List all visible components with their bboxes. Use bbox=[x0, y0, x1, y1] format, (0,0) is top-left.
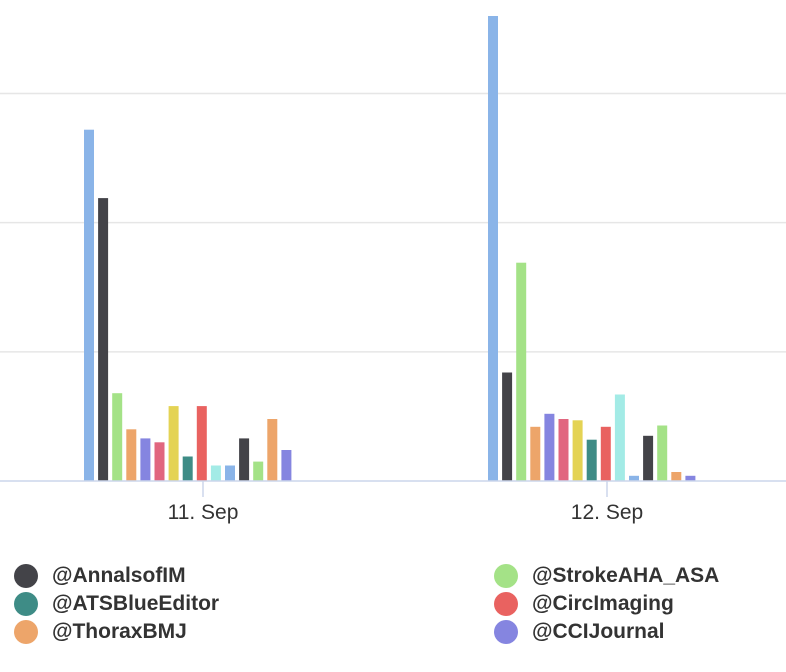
legend-item-atsblueeditor[interactable]: @ATSBlueEditor bbox=[14, 590, 219, 618]
bar[interactable] bbox=[253, 461, 264, 481]
bar[interactable] bbox=[225, 465, 235, 482]
bar[interactable] bbox=[154, 442, 165, 482]
legend-symbol bbox=[14, 620, 38, 644]
legend-symbol bbox=[14, 564, 38, 588]
legend-item-annalsofim[interactable]: @AnnalsofIM bbox=[14, 562, 186, 590]
bar[interactable] bbox=[168, 406, 179, 481]
legend-symbol bbox=[14, 592, 38, 616]
bar[interactable] bbox=[267, 419, 278, 481]
bar[interactable] bbox=[488, 16, 498, 481]
bar[interactable] bbox=[685, 475, 696, 481]
bar[interactable] bbox=[196, 406, 207, 481]
bar[interactable] bbox=[600, 426, 611, 482]
bar[interactable] bbox=[643, 435, 654, 481]
bar[interactable] bbox=[614, 394, 625, 482]
bar[interactable] bbox=[586, 439, 597, 481]
bar[interactable] bbox=[516, 262, 527, 481]
bar[interactable] bbox=[502, 372, 513, 482]
x-tick-label: 11. Sep bbox=[168, 501, 239, 524]
legend-symbol bbox=[494, 592, 518, 616]
legend-item-ccijournal[interactable]: @CCIJournal bbox=[494, 618, 665, 646]
bar[interactable] bbox=[112, 393, 123, 481]
bar[interactable] bbox=[210, 465, 221, 482]
bar[interactable] bbox=[629, 475, 639, 481]
bar[interactable] bbox=[126, 429, 137, 481]
bar[interactable] bbox=[182, 456, 193, 482]
bar[interactable] bbox=[140, 438, 151, 481]
bar[interactable] bbox=[239, 438, 250, 481]
legend-label: @StrokeAHA_ASA bbox=[532, 564, 720, 587]
bars bbox=[84, 16, 696, 482]
bar[interactable] bbox=[558, 419, 569, 481]
bar[interactable] bbox=[657, 425, 668, 482]
bar-chart: 11. Sep 12. Sep bbox=[0, 16, 786, 524]
bar[interactable] bbox=[544, 413, 555, 481]
bar[interactable] bbox=[671, 472, 682, 481]
legend-item-thoraxbmj[interactable]: @ThoraxBMJ bbox=[14, 618, 187, 646]
bar[interactable] bbox=[530, 426, 541, 482]
bar[interactable] bbox=[572, 420, 583, 481]
x-tick-label: 12. Sep bbox=[571, 501, 643, 524]
legend-symbol bbox=[494, 564, 518, 588]
bar[interactable] bbox=[98, 198, 109, 481]
legend-symbol bbox=[494, 620, 518, 644]
legend-label: @ThoraxBMJ bbox=[52, 620, 187, 643]
legend-label: @CCIJournal bbox=[532, 620, 665, 643]
legend: @AnnalsofIM @StrokeAHA_ASA @ATSBlueEdito… bbox=[0, 556, 786, 666]
legend-label: @ATSBlueEditor bbox=[52, 592, 220, 615]
legend-item-circimaging[interactable]: @CircImaging bbox=[494, 590, 674, 618]
legend-item-strokeaha-asa[interactable]: @StrokeAHA_ASA bbox=[494, 562, 719, 590]
gridlines bbox=[0, 92, 786, 353]
bar[interactable] bbox=[281, 450, 292, 481]
legend-label: @AnnalsofIM bbox=[52, 564, 186, 587]
legend-label: @CircImaging bbox=[532, 592, 674, 615]
bar[interactable] bbox=[84, 129, 94, 481]
